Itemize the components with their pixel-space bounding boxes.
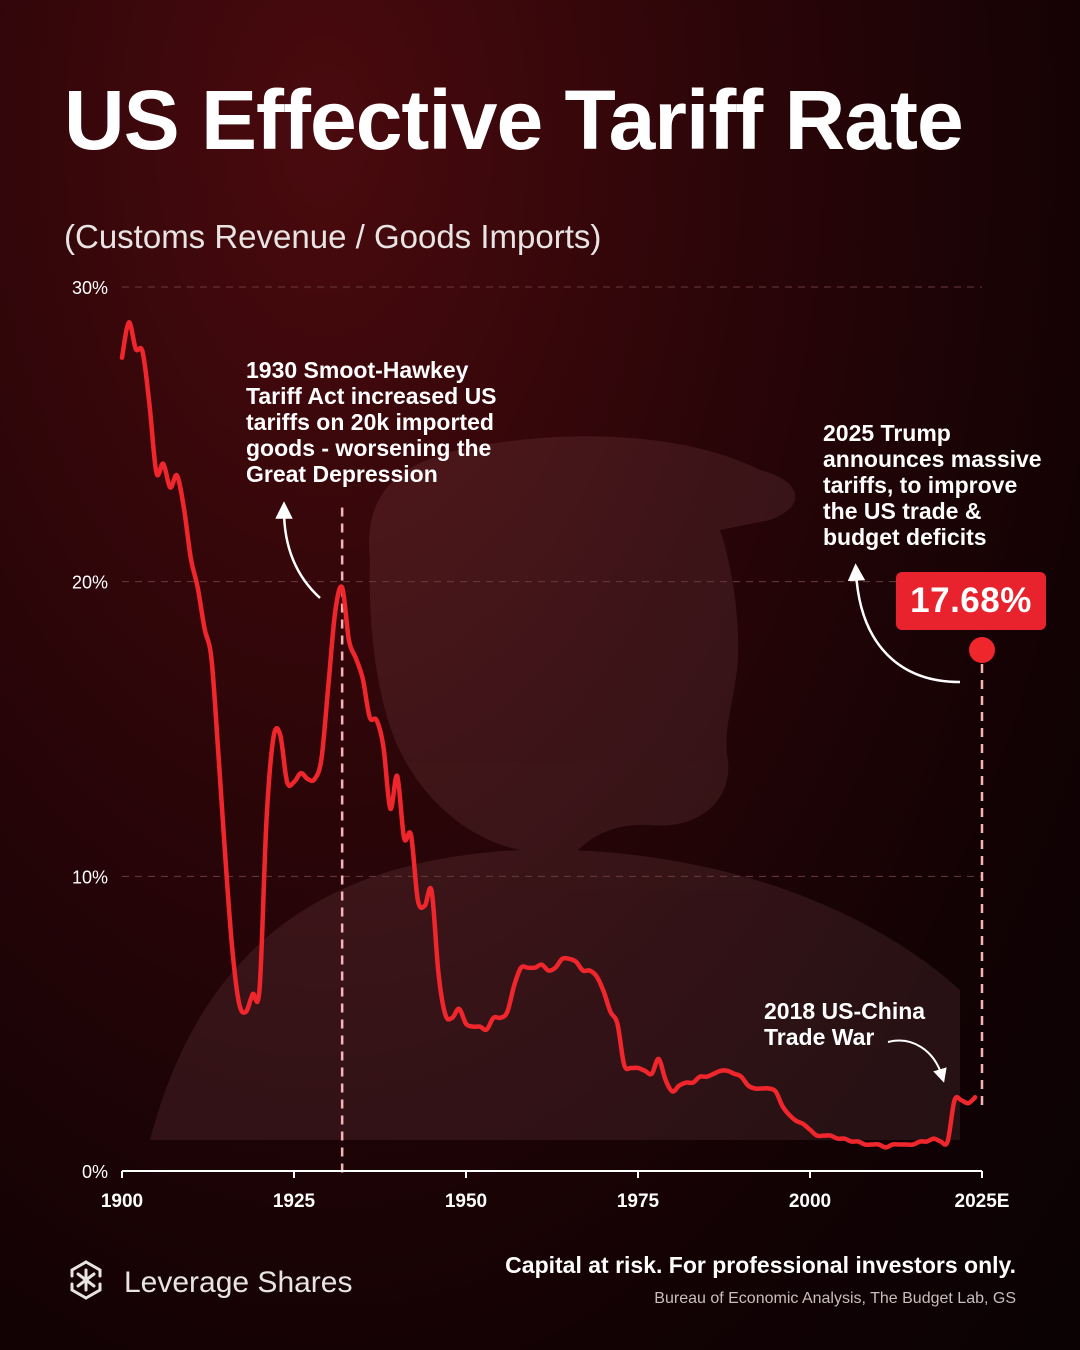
leverage-shares-logo-icon (64, 1258, 108, 1307)
highlight-point-2025 (969, 637, 995, 664)
x-tick-label: 1900 (101, 1191, 143, 1212)
brand-logo: Leverage Shares (64, 1258, 353, 1307)
x-tick-label: 1975 (617, 1191, 660, 1212)
annotation-smoot-hawley: 1930 Smoot-Hawkey Tariff Act increased U… (246, 357, 497, 487)
portrait-silhouette (150, 436, 960, 1140)
y-tick-label: 20% (72, 573, 108, 593)
source-credit: Bureau of Economic Analysis, The Budget … (654, 1290, 1016, 1307)
y-tick-label: 10% (72, 867, 108, 887)
x-tick-label: 2025E (955, 1191, 1010, 1212)
chart-subtitle: (Customs Revenue / Goods Imports) (64, 218, 602, 255)
disclaimer: Capital at risk. For professional invest… (505, 1252, 1016, 1278)
x-tick-label: 1925 (273, 1191, 316, 1212)
annotation-2025-trump: 2025 Trump announces massive tariffs, to… (823, 420, 1042, 550)
chart-title: US Effective Tariff Rate (64, 73, 964, 167)
arrow-1930 (275, 501, 321, 599)
arrow-2018 (887, 1039, 947, 1083)
highlight-value-badge: 17.68% (896, 572, 1046, 630)
brand-name: Leverage Shares (124, 1265, 353, 1299)
arrow-2025 (847, 563, 961, 684)
y-tick-label: 0% (82, 1162, 108, 1182)
x-tick-label: 1950 (445, 1191, 487, 1212)
annotation-2018-trade-war: 2018 US-China Trade War (764, 998, 926, 1050)
tariff-rate-line (119, 320, 978, 1150)
x-tick-label: 2000 (789, 1191, 831, 1212)
y-tick-label: 30% (72, 278, 108, 298)
annotation-arrows (275, 501, 961, 1083)
